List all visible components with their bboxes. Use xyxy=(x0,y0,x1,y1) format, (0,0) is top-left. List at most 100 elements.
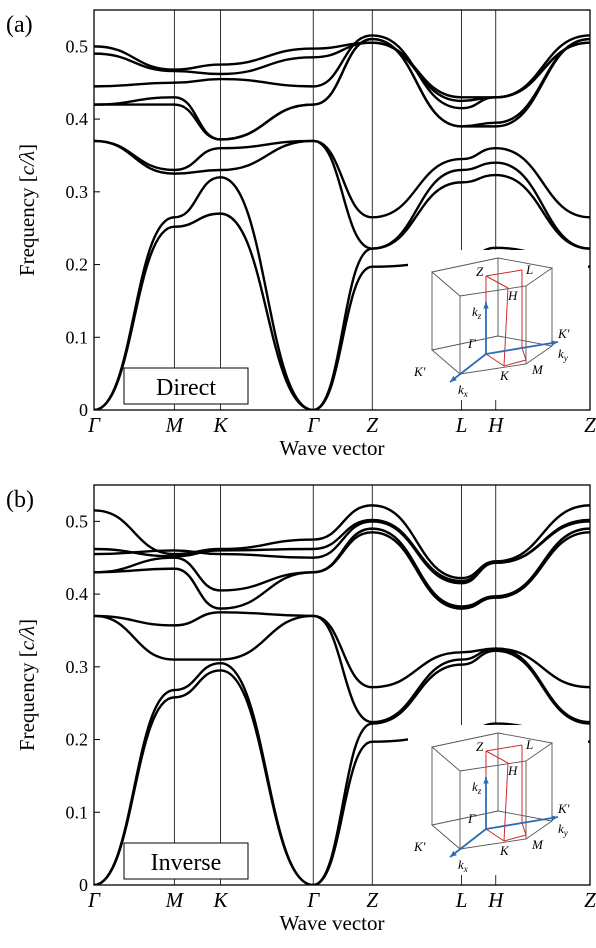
kpoint-tick-label: Γ xyxy=(306,413,320,437)
prism-bottom-face xyxy=(431,335,554,375)
inset-label-kz: kz xyxy=(472,304,482,321)
y-tick-label: 0.1 xyxy=(66,802,89,822)
wedge-edge xyxy=(485,269,523,277)
band-line xyxy=(94,527,590,608)
wedge-edge xyxy=(485,750,509,764)
kpoint-tick-label: K xyxy=(212,888,228,912)
band-line xyxy=(94,37,590,141)
prism-bottom-face xyxy=(431,810,554,850)
kz-axis-head xyxy=(483,302,489,309)
kpoint-tick-label: Γ xyxy=(87,888,101,912)
wedge-edge xyxy=(485,744,523,752)
label-box xyxy=(123,367,249,405)
wedge-edge xyxy=(503,834,527,842)
wedge-edge xyxy=(503,287,509,367)
inset-label-kprime-left: K′ xyxy=(413,364,426,379)
kpoint-tick-label: L xyxy=(455,413,468,437)
y-tick-label: 0.5 xyxy=(66,511,89,531)
kpoint-tick-label: Z xyxy=(584,888,596,912)
ky-axis-head xyxy=(551,815,558,821)
kpoint-tick-label: H xyxy=(487,888,505,912)
brillouin-zone-inset: Z LH Γ K M K′ K′ kz ky kx xyxy=(408,725,588,875)
inset-label-h: H xyxy=(507,763,518,778)
kpoint-tick-label: M xyxy=(165,888,185,912)
x-axis-label: Wave vector xyxy=(280,436,385,460)
band-line xyxy=(94,531,590,610)
wedge-edge xyxy=(521,347,527,361)
inset-label-l: L xyxy=(525,262,533,277)
inset-label-m: M xyxy=(531,362,544,377)
kpoint-tick-label: Z xyxy=(584,413,596,437)
y-tick-label: 0 xyxy=(79,400,88,420)
brillouin-zone-inset: Z LH Γ K M K′ K′ kz ky kx xyxy=(408,250,588,400)
kx-axis-head xyxy=(450,850,457,857)
kx-axis xyxy=(449,828,487,858)
kpoint-tick-label: Γ xyxy=(306,888,320,912)
inset-label-kz: kz xyxy=(472,779,482,796)
y-tick-label: 0.3 xyxy=(66,657,89,677)
band-line xyxy=(94,139,590,250)
inset-label-kx: kx xyxy=(458,857,468,874)
band-line xyxy=(94,37,590,141)
y-tick-label: 0.4 xyxy=(66,109,89,129)
inset-label-z: Z xyxy=(476,264,484,279)
y-tick-label: 0.4 xyxy=(66,584,89,604)
wedge-edge xyxy=(485,275,509,289)
inset-label-kprime-right: K′ xyxy=(557,801,570,816)
inset-label-ky: ky xyxy=(558,346,568,363)
label-box-text: Inverse xyxy=(151,850,222,876)
band-line xyxy=(94,41,590,99)
wedge-edge xyxy=(503,762,509,842)
band-line xyxy=(94,504,590,580)
inset-label-k: K xyxy=(499,843,510,858)
ky-axis-head xyxy=(551,340,558,346)
label-box xyxy=(123,842,249,880)
band-group xyxy=(94,34,590,410)
inset-label-ky: ky xyxy=(558,821,568,838)
kx-axis-head xyxy=(450,375,457,382)
kz-axis-head xyxy=(483,777,489,784)
band-line xyxy=(94,139,590,219)
kpoint-tick-label: M xyxy=(165,413,185,437)
y-axis-label: Frequency [c/λ] xyxy=(15,619,39,751)
band-line xyxy=(94,611,590,689)
wedge-edge xyxy=(521,822,527,836)
x-axis-label: Wave vector xyxy=(280,911,385,935)
wedge-edge xyxy=(485,353,505,367)
kx-axis xyxy=(449,353,487,383)
kpoint-tick-label: L xyxy=(455,888,468,912)
inset-label-gamma: Γ xyxy=(467,811,476,826)
label-box-text: Direct xyxy=(156,375,216,401)
inset-label-l: L xyxy=(525,737,533,752)
kpoint-tick-label: K xyxy=(212,413,228,437)
kpoint-tick-label: H xyxy=(487,413,505,437)
prism-top-face xyxy=(431,257,554,297)
inset-label-k: K xyxy=(499,368,510,383)
wedge-edge xyxy=(485,828,505,842)
band-group xyxy=(94,504,590,885)
y-tick-label: 0 xyxy=(79,875,88,895)
plot-frame xyxy=(93,9,591,411)
inset-label-kprime-right: K′ xyxy=(557,326,570,341)
kpoint-tick-label: Z xyxy=(366,888,378,912)
band-line xyxy=(94,173,590,410)
inset-label-m: M xyxy=(531,837,544,852)
plot-frame xyxy=(93,484,591,886)
y-tick-label: 0.2 xyxy=(66,255,89,275)
band-line xyxy=(94,518,590,583)
inset-label-kprime-left: K′ xyxy=(413,839,426,854)
inset-label-gamma: Γ xyxy=(467,336,476,351)
inset-label-kx: kx xyxy=(458,382,468,399)
wedge-edge xyxy=(503,359,527,367)
y-tick-label: 0.5 xyxy=(66,36,89,56)
inset-label-h: H xyxy=(507,288,518,303)
panel-label: (b) xyxy=(6,487,34,513)
kpoint-tick-label: Γ xyxy=(87,413,101,437)
ky-axis xyxy=(485,341,559,355)
ky-axis xyxy=(485,816,559,830)
band-line xyxy=(94,614,590,724)
